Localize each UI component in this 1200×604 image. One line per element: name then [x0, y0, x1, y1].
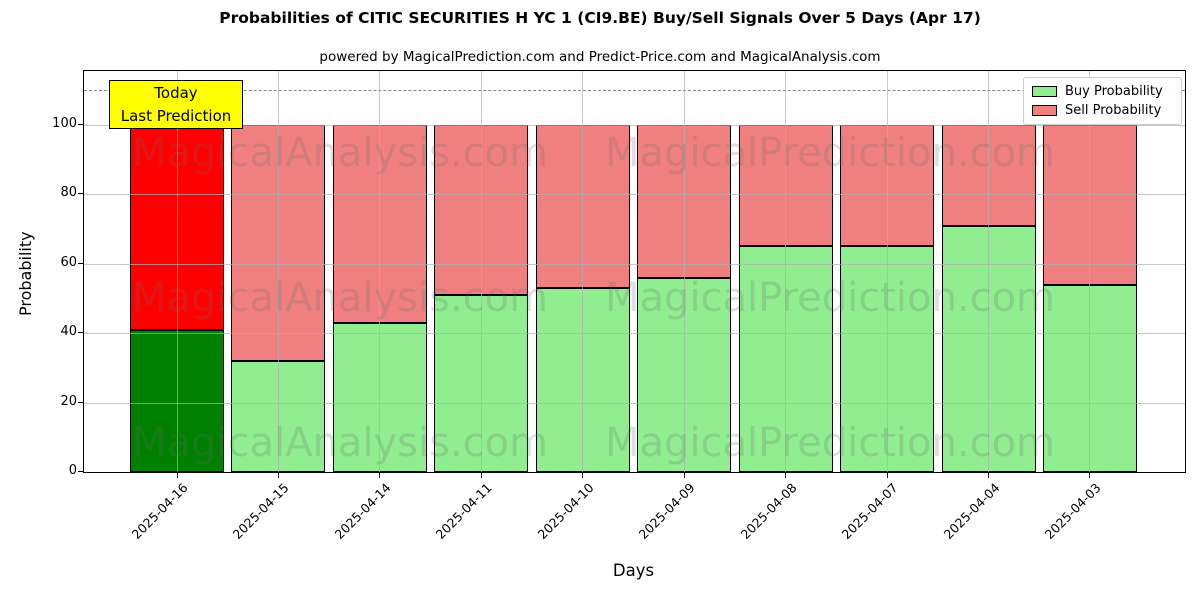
y-tick-label: 100	[52, 116, 77, 131]
y-tick-label: 60	[60, 254, 77, 270]
x-gridline	[785, 71, 787, 472]
x-tick-label: 2025-04-09	[635, 480, 698, 542]
legend-label-buy: Buy Probability	[1065, 84, 1163, 99]
x-tick-mark	[886, 473, 888, 478]
y-tick-label: 40	[60, 324, 77, 340]
x-axis-label: Days	[612, 561, 655, 580]
legend-item-sell: Sell Probability	[1024, 103, 1181, 118]
x-gridline	[582, 71, 584, 472]
y-tick-mark	[78, 471, 83, 472]
x-gridline	[379, 71, 381, 472]
y-tick-mark	[78, 262, 83, 264]
x-tick-label: 2025-04-10	[534, 480, 597, 542]
chart-subtitle: powered by MagicalPrediction.com and Pre…	[319, 49, 881, 65]
x-tick-label: 2025-04-11	[432, 480, 495, 542]
y-tick-label: 0	[68, 463, 77, 478]
y-tick-mark	[78, 332, 83, 334]
y-tick-label: 80	[60, 185, 77, 201]
callout-line-1: Today	[154, 84, 198, 102]
x-gridline	[1089, 71, 1091, 472]
x-tick-mark	[480, 473, 482, 478]
x-tick-label: 2025-04-14	[331, 480, 394, 542]
x-tick-mark	[785, 473, 787, 478]
dashed-guide-line	[84, 90, 1185, 92]
watermark-text: MagicalAnalysis.com	[132, 420, 549, 466]
y-gridline	[84, 194, 1185, 196]
legend-item-buy: Buy Probability	[1024, 84, 1181, 99]
x-gridline	[277, 71, 279, 472]
watermark-text: MagicalPrediction.com	[605, 130, 1055, 176]
watermark-text: MagicalPrediction.com	[605, 275, 1055, 321]
x-tick-mark	[988, 473, 990, 478]
x-tick-label: 2025-04-07	[838, 480, 901, 542]
x-tick-label: 2025-04-03	[1041, 480, 1104, 542]
x-tick-label: 2025-04-15	[230, 480, 293, 542]
watermark-text: MagicalPrediction.com	[605, 420, 1055, 466]
y-gridline	[84, 125, 1185, 126]
legend: Buy Probability Sell Probability	[1023, 77, 1182, 125]
today-last-prediction-callout: Today Last Prediction	[109, 80, 243, 129]
x-tick-mark	[582, 473, 584, 478]
x-gridline	[683, 71, 685, 472]
x-tick-label: 2025-04-16	[128, 480, 191, 542]
sell-swatch-icon	[1032, 105, 1057, 116]
x-tick-mark	[277, 473, 279, 478]
y-tick-label: 20	[60, 393, 77, 409]
x-gridline	[176, 71, 178, 472]
y-gridline	[84, 402, 1185, 404]
y-gridline	[84, 333, 1185, 335]
y-tick-mark	[78, 193, 83, 195]
y-axis-label: Probability	[16, 231, 35, 316]
chart-title: Probabilities of CITIC SECURITIES H YC 1…	[219, 9, 981, 27]
buy-swatch-icon	[1032, 86, 1057, 97]
x-tick-mark	[683, 473, 685, 478]
plot-area: MagicalAnalysis.com MagicalPrediction.com…	[83, 70, 1186, 473]
watermark-text: MagicalAnalysis.com	[132, 275, 549, 321]
y-tick-mark	[78, 124, 83, 125]
x-tick-mark	[1089, 473, 1091, 478]
x-tick-label: 2025-04-08	[737, 480, 800, 542]
legend-label-sell: Sell Probability	[1065, 103, 1162, 118]
callout-line-2: Last Prediction	[120, 106, 232, 125]
x-gridline	[988, 71, 990, 472]
x-tick-mark	[379, 473, 381, 478]
x-tick-label: 2025-04-04	[940, 480, 1003, 542]
x-tick-mark	[176, 473, 178, 478]
y-gridline	[84, 263, 1185, 265]
x-gridline	[480, 71, 482, 472]
watermark-text: MagicalAnalysis.com	[132, 130, 549, 176]
x-gridline	[886, 71, 888, 472]
y-tick-mark	[78, 401, 83, 403]
